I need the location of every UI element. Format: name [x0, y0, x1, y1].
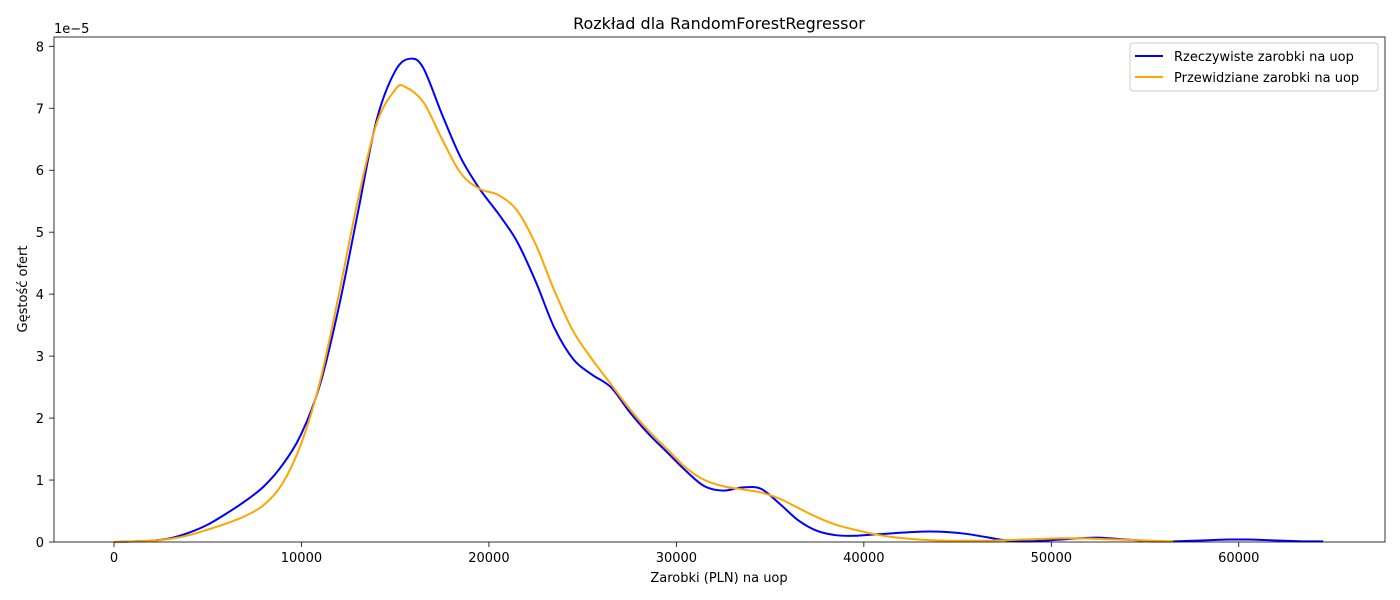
x-tick-label: 60000 — [1218, 551, 1259, 566]
legend: Rzeczywiste zarobki na uop Przewidziane … — [1129, 42, 1379, 92]
plot-area — [113, 57, 1324, 543]
legend-label-actual: Rzeczywiste zarobki na uop — [1174, 50, 1354, 65]
x-tick-label: 20000 — [468, 551, 509, 566]
x-tick-label: 30000 — [656, 551, 697, 566]
legend-box — [1129, 42, 1379, 92]
x-axis: 0 10000 20000 30000 40000 50000 60000 — [110, 542, 1259, 566]
y-tick-label: 1 — [36, 474, 44, 489]
y-axis-label: Gęstość ofert — [16, 246, 31, 333]
x-tick-label: 0 — [110, 551, 118, 566]
y-tick-label: 4 — [36, 288, 44, 303]
x-axis-label: Zarobki (PLN) na uop — [650, 571, 787, 586]
y-tick-label: 0 — [36, 536, 44, 551]
x-tick-label: 10000 — [281, 551, 322, 566]
y-tick-label: 7 — [36, 102, 44, 117]
y-offset-label: 1e−5 — [54, 22, 89, 37]
y-tick-label: 5 — [36, 226, 44, 241]
legend-label-predicted: Przewidziane zarobki na uop — [1174, 71, 1359, 86]
y-tick-label: 3 — [36, 350, 44, 365]
axes-frame — [53, 36, 1386, 543]
y-axis: 0 1 2 3 4 5 6 7 8 — [36, 40, 54, 551]
y-tick-label: 6 — [36, 164, 44, 179]
x-tick-label: 40000 — [843, 551, 884, 566]
y-tick-label: 2 — [36, 412, 44, 427]
predicted-salary-density-line — [113, 84, 1174, 543]
y-tick-label: 8 — [36, 40, 44, 55]
x-tick-label: 50000 — [1031, 551, 1072, 566]
chart-title: Rozkład dla RandomForestRegressor — [573, 14, 865, 33]
